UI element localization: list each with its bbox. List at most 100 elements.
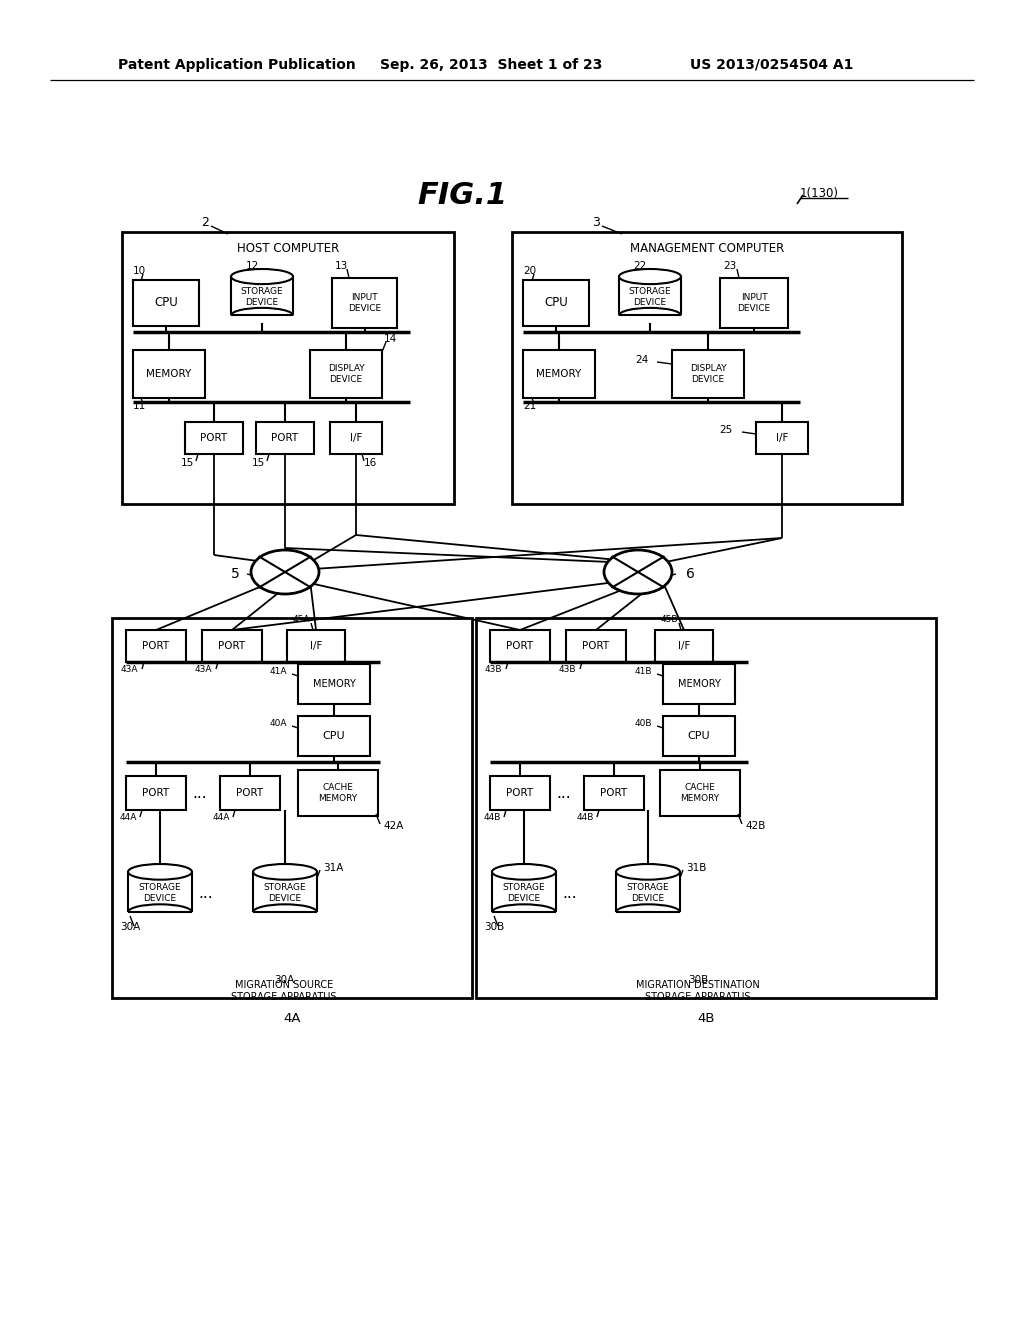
Bar bbox=[133, 280, 199, 326]
Bar bbox=[720, 279, 788, 327]
Bar bbox=[185, 422, 243, 454]
Bar bbox=[476, 618, 936, 998]
Text: 31B: 31B bbox=[686, 863, 707, 873]
Text: 40B: 40B bbox=[634, 719, 651, 729]
Ellipse shape bbox=[604, 550, 672, 594]
Text: PORT: PORT bbox=[583, 642, 609, 651]
Text: 43B: 43B bbox=[484, 665, 502, 675]
Bar bbox=[126, 776, 186, 810]
Bar bbox=[256, 422, 314, 454]
Text: STORAGE
DEVICE: STORAGE DEVICE bbox=[503, 883, 546, 903]
Text: 1(130): 1(130) bbox=[800, 186, 839, 199]
Ellipse shape bbox=[231, 269, 293, 284]
Text: 13: 13 bbox=[335, 261, 347, 271]
Bar bbox=[112, 618, 472, 998]
Text: 2: 2 bbox=[201, 215, 209, 228]
Text: INPUT
DEVICE: INPUT DEVICE bbox=[737, 293, 771, 313]
Bar bbox=[584, 776, 644, 810]
Ellipse shape bbox=[618, 269, 681, 284]
Bar bbox=[332, 279, 397, 327]
Bar bbox=[202, 630, 262, 663]
Text: 30B: 30B bbox=[688, 975, 709, 985]
Text: 44B: 44B bbox=[577, 813, 594, 822]
Bar bbox=[126, 630, 186, 663]
Text: 30B: 30B bbox=[484, 921, 504, 932]
Text: I/F: I/F bbox=[310, 642, 323, 651]
Text: 3: 3 bbox=[592, 215, 600, 228]
Text: Sep. 26, 2013  Sheet 1 of 23: Sep. 26, 2013 Sheet 1 of 23 bbox=[380, 58, 602, 73]
Bar bbox=[523, 350, 595, 399]
Text: 20: 20 bbox=[523, 267, 537, 276]
Text: CPU: CPU bbox=[544, 297, 568, 309]
Text: 4A: 4A bbox=[284, 1011, 301, 1024]
Text: PORT: PORT bbox=[600, 788, 628, 799]
Text: MEMORY: MEMORY bbox=[146, 370, 191, 379]
Text: MIGRATION DESTINATION
STORAGE APPARATUS: MIGRATION DESTINATION STORAGE APPARATUS bbox=[636, 981, 760, 1002]
Text: 25: 25 bbox=[720, 425, 732, 436]
Text: CACHE
MEMORY: CACHE MEMORY bbox=[680, 783, 720, 803]
Bar bbox=[490, 630, 550, 663]
Text: STORAGE
DEVICE: STORAGE DEVICE bbox=[264, 883, 306, 903]
Text: 31A: 31A bbox=[323, 863, 343, 873]
Text: 44A: 44A bbox=[120, 813, 136, 822]
Text: PORT: PORT bbox=[218, 642, 246, 651]
Bar bbox=[287, 630, 345, 663]
Text: PORT: PORT bbox=[237, 788, 263, 799]
Ellipse shape bbox=[128, 865, 193, 879]
Bar bbox=[523, 280, 589, 326]
Text: PORT: PORT bbox=[201, 433, 227, 444]
Text: Patent Application Publication: Patent Application Publication bbox=[118, 58, 355, 73]
Text: 45A: 45A bbox=[292, 615, 309, 624]
Text: I/F: I/F bbox=[350, 433, 362, 444]
Text: 42A: 42A bbox=[383, 821, 403, 832]
Text: CACHE
MEMORY: CACHE MEMORY bbox=[318, 783, 357, 803]
Text: PORT: PORT bbox=[142, 788, 170, 799]
Text: 23: 23 bbox=[723, 261, 736, 271]
Text: US 2013/0254504 A1: US 2013/0254504 A1 bbox=[690, 58, 853, 73]
Bar bbox=[298, 664, 370, 704]
Ellipse shape bbox=[492, 865, 556, 879]
Bar bbox=[660, 770, 740, 816]
Text: 5: 5 bbox=[230, 568, 240, 581]
Text: STORAGE
DEVICE: STORAGE DEVICE bbox=[138, 883, 181, 903]
Text: CPU: CPU bbox=[323, 731, 345, 741]
Text: 40A: 40A bbox=[269, 719, 287, 729]
Text: 45B: 45B bbox=[660, 615, 678, 624]
Bar bbox=[655, 630, 713, 663]
Ellipse shape bbox=[616, 865, 680, 879]
Text: 30A: 30A bbox=[273, 975, 294, 985]
Bar bbox=[512, 232, 902, 504]
Text: PORT: PORT bbox=[507, 642, 534, 651]
Text: CPU: CPU bbox=[155, 297, 178, 309]
Bar bbox=[298, 770, 378, 816]
Text: 21: 21 bbox=[523, 401, 537, 411]
Text: 43A: 43A bbox=[195, 665, 212, 675]
Text: MEMORY: MEMORY bbox=[537, 370, 582, 379]
Bar bbox=[330, 422, 382, 454]
Text: 42B: 42B bbox=[745, 821, 765, 832]
Bar bbox=[566, 630, 626, 663]
Text: STORAGE
DEVICE: STORAGE DEVICE bbox=[241, 288, 284, 306]
Text: 41A: 41A bbox=[269, 668, 287, 676]
Text: 44A: 44A bbox=[212, 813, 229, 822]
Text: FIG.1: FIG.1 bbox=[417, 181, 507, 210]
Text: PORT: PORT bbox=[271, 433, 299, 444]
Text: 4B: 4B bbox=[697, 1011, 715, 1024]
Text: 22: 22 bbox=[634, 261, 646, 271]
Text: MIGRATION SOURCE
STORAGE APPARATUS: MIGRATION SOURCE STORAGE APPARATUS bbox=[231, 981, 337, 1002]
Text: 12: 12 bbox=[246, 261, 259, 271]
Ellipse shape bbox=[251, 550, 319, 594]
Bar bbox=[122, 232, 454, 504]
Text: STORAGE
DEVICE: STORAGE DEVICE bbox=[627, 883, 670, 903]
Text: 15: 15 bbox=[251, 458, 264, 469]
Text: MEMORY: MEMORY bbox=[312, 678, 355, 689]
Bar bbox=[672, 350, 744, 399]
Bar bbox=[133, 350, 205, 399]
Text: 24: 24 bbox=[635, 355, 648, 366]
Bar bbox=[663, 664, 735, 704]
Text: 15: 15 bbox=[180, 458, 194, 469]
Text: HOST COMPUTER: HOST COMPUTER bbox=[237, 242, 339, 255]
Text: CPU: CPU bbox=[688, 731, 711, 741]
Text: DISPLAY
DEVICE: DISPLAY DEVICE bbox=[690, 364, 726, 384]
Text: 16: 16 bbox=[364, 458, 377, 469]
